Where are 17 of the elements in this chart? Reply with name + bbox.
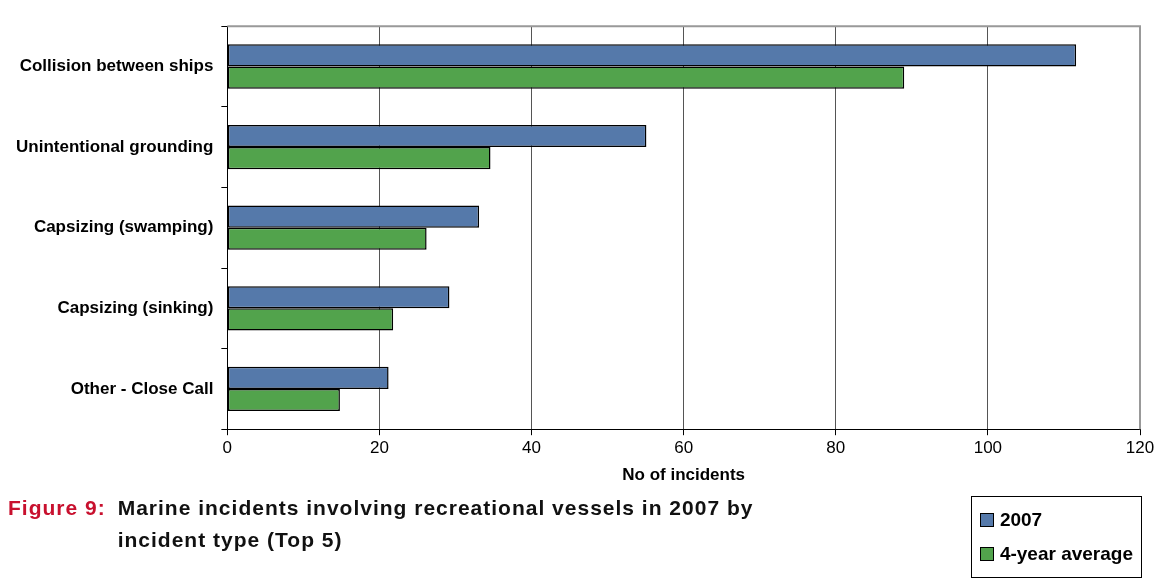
y-tick-label: Capsizing (swamping) — [33, 217, 214, 237]
text: Marine incidents involving recreational vessels in 2007 by incident type (Top 5) — [117, 495, 755, 553]
x-tick-label: 40 — [522, 438, 542, 458]
caption: Figure 9: — [8, 496, 106, 521]
legend-label: 2007 — [999, 508, 1043, 532]
y-tick-label: Collision between ships — [19, 56, 214, 76]
x-tick-label: 100 — [973, 438, 1003, 458]
y-tick-label: Capsizing (sinking) — [57, 297, 214, 317]
x-tick-label: 0 — [222, 438, 233, 458]
x-tick-label: 60 — [674, 438, 694, 458]
x-tick-label: 80 — [826, 438, 846, 458]
y-tick-label: Unintentional grounding — [15, 136, 214, 156]
legend-label: 4-year average — [999, 542, 1133, 566]
y-tick-label: Other - Close Call — [70, 378, 214, 398]
x-tick-label: 20 — [370, 438, 389, 458]
x-tick-label: 120 — [1125, 438, 1155, 458]
x-axis-title: No of incidents — [622, 465, 746, 485]
